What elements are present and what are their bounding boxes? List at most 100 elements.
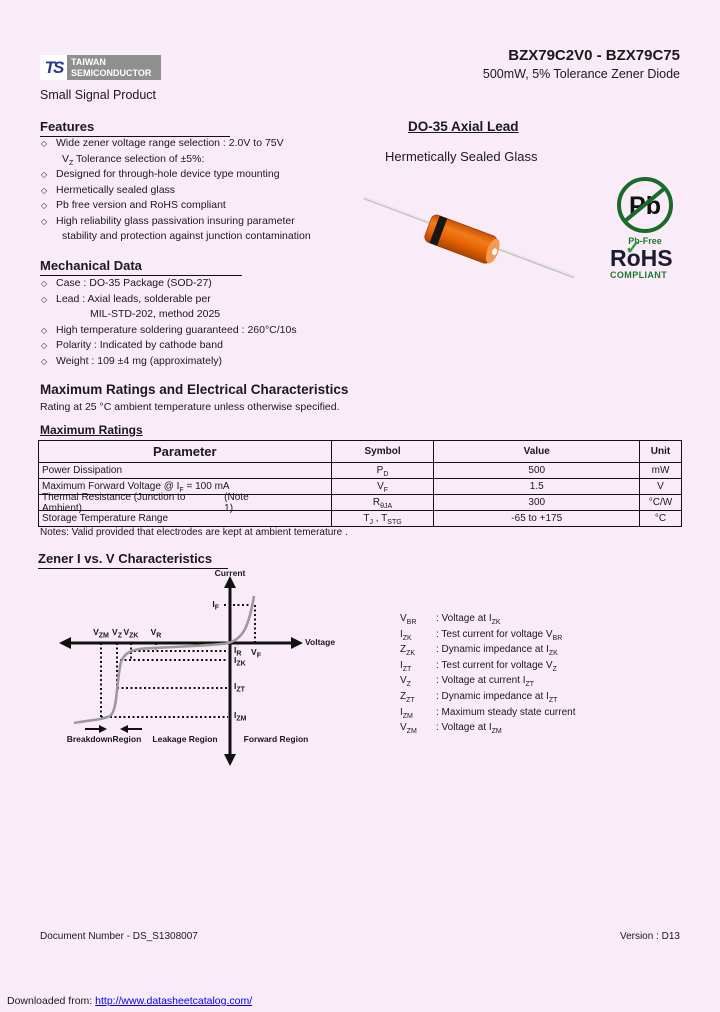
definition-description: : Test current for voltage VZ xyxy=(436,659,557,673)
definition-symbol: ZZK xyxy=(400,644,416,658)
bullet-text: Case : DO-35 Package (SOD-27) xyxy=(56,277,212,289)
product-family-label: Small Signal Product xyxy=(40,88,157,102)
bullet-line: ◇ High temperature soldering guaranteed :… xyxy=(40,323,297,339)
zener-iv-chart: Current Voltage IF VF VZM VZ VZK VR IR I… xyxy=(58,568,408,773)
bullet-text: MIL-STD-202, method 2025 xyxy=(90,308,221,320)
document-number: Document Number - DS_S1308007 xyxy=(40,931,198,942)
bullet-text: Wide zener voltage range selection : 2.0… xyxy=(56,137,284,149)
bullet-line: ◇ Pb free version and RoHS compliant xyxy=(40,198,311,214)
bullet-line: ◇ Polarity : Indicated by cathode band xyxy=(40,338,297,354)
arrow-left-icon xyxy=(59,637,71,649)
symbol-cell: VF xyxy=(330,478,435,495)
definition-description: : Test current for voltage VBR xyxy=(436,628,563,642)
bullet-line: ◇ Hermetically sealed glass xyxy=(40,183,311,199)
definition-symbol: IZM xyxy=(400,706,413,720)
ratings-table-row: Maximum Forward Voltage @ IF = 100 mA VF 1… xyxy=(38,478,682,495)
definition-row: ZZT: Dynamic impedance at IZT xyxy=(400,689,576,705)
arrow-right-small-icon xyxy=(99,725,107,733)
maximum-ratings-table: Parameter Symbol Value Unit Power Dissip… xyxy=(38,440,682,527)
diamond-bullet-icon: ◇ xyxy=(41,170,48,179)
value-cell: 500 xyxy=(433,462,641,479)
download-source-line: Downloaded from: http://www.datasheetcat… xyxy=(7,995,252,1007)
maximum-ratings-title: Maximum Ratings xyxy=(40,423,143,437)
bullet-text: stability and protection against junctio… xyxy=(62,230,311,242)
diode-illustration xyxy=(363,196,575,279)
definition-description: : Maximum steady state current xyxy=(436,706,576,718)
bullet-line: ◇ High reliability glass passivation insu… xyxy=(40,214,311,230)
logo-wordmark: TAIWAN SEMICONDUCTOR xyxy=(67,55,161,80)
forward-region-label: Forward Region xyxy=(243,734,309,744)
note-reference: (Note 1) xyxy=(224,491,249,514)
features-heading: Features xyxy=(40,119,230,137)
diamond-bullet-icon: ◇ xyxy=(41,139,48,148)
diamond-bullet-icon: ◇ xyxy=(41,356,48,366)
symbol-definitions: VBR: Voltage at IZK IZK: Test current for… xyxy=(400,611,576,736)
logo-line1: TAIWAN xyxy=(71,57,106,67)
value-cell: -65 to +175 xyxy=(433,510,641,527)
part-number-range: BZX79C2V0 - BZX79C75 xyxy=(508,47,680,64)
izt-label: IZT xyxy=(234,681,245,694)
ratings-table-row: Power Dissipation PD 500 mW xyxy=(38,462,682,479)
definition-description: : Dynamic impedance at IZT xyxy=(436,690,558,704)
x-axis-label: Voltage xyxy=(305,637,336,647)
bullet-text: VZ Tolerance selection of ±5%: xyxy=(62,152,205,167)
rohs-name: RoHS xyxy=(610,245,673,271)
check-icon: ✓ xyxy=(625,238,641,259)
vzk-label: VZK xyxy=(123,627,139,640)
definition-symbol: IZK xyxy=(400,628,412,642)
bullet-line: MIL-STD-202, method 2025 xyxy=(40,307,297,323)
arrow-down-icon xyxy=(224,754,236,766)
value-cell: 300 xyxy=(433,494,641,511)
cathode-band xyxy=(429,215,448,246)
ratings-table-row: Storage Temperature Range TJ , TSTG -65 to… xyxy=(38,510,682,527)
unit-cell: V xyxy=(639,478,682,495)
taiwan-semiconductor-logo: TS TAIWAN SEMICONDUCTOR xyxy=(40,55,161,80)
parameter-name: Storage Temperature Range xyxy=(42,513,169,524)
vz-label: VZ xyxy=(112,627,122,640)
col-header-symbol: Symbol xyxy=(330,440,435,463)
definition-row: IZM : Maximum steady state current xyxy=(400,705,576,721)
datasheetcatalog-link[interactable]: http://www.datasheetcatalog.com/ xyxy=(95,995,253,1007)
slash-icon xyxy=(623,186,667,223)
symbol-cell: PD xyxy=(330,462,435,479)
definition-symbol: VBR xyxy=(400,613,417,626)
dotted-guides xyxy=(100,604,256,718)
bullet-text: High reliability glass passivation insur… xyxy=(56,214,295,227)
features-list: ◇ Wide zener voltage range selection : 2.… xyxy=(40,136,311,245)
package-heading: DO-35 Axial Lead xyxy=(408,119,519,134)
izk-label: IZK xyxy=(234,655,246,668)
zener-curve xyxy=(73,595,256,725)
bullet-text: Lead : Axial leads, solderable per xyxy=(56,292,211,305)
definition-row: ZZK : Dynamic impedance at IZK xyxy=(400,642,576,658)
bullet-line: ◇ Wide zener voltage range selection : 2.… xyxy=(40,136,311,152)
rohs-logo: ✓ RoHS COMPLIANT xyxy=(610,238,680,280)
definition-row: VZ: Voltage at current IZT xyxy=(400,673,576,689)
diamond-bullet-icon: ◇ xyxy=(41,325,48,335)
ratings-condition-note: Rating at 25 °C ambient temperature unle… xyxy=(40,401,340,413)
definition-symbol: IZT xyxy=(400,659,412,673)
vf-label: VF xyxy=(251,647,261,660)
definition-description: : Dynamic impedance at IZK xyxy=(436,644,558,658)
parameter-name: Thermal Resistance (Junction to Ambient) xyxy=(42,491,186,514)
definition-description: : Voltage at current IZT xyxy=(436,675,535,689)
diamond-bullet-icon: ◇ xyxy=(41,279,48,288)
bullet-text: Designed for through-hole device type mo… xyxy=(56,168,280,180)
logo-line2: SEMICONDUCTOR xyxy=(71,68,152,78)
definition-description: : Voltage at IZM xyxy=(436,722,502,736)
diamond-bullet-icon: ◇ xyxy=(41,185,48,195)
unit-cell: °C/W xyxy=(639,494,682,511)
definition-row: IZK : Test current for voltage VBR xyxy=(400,627,576,643)
definition-row: IZT : Test current for voltage VZ xyxy=(400,658,576,674)
table-notes: Notes: Valid provided that electrodes ar… xyxy=(40,527,348,538)
version-label: Version : D13 xyxy=(619,931,680,942)
bullet-line: ◇ Designed for through-hole device type m… xyxy=(40,167,311,183)
diode-body xyxy=(424,214,500,264)
col-header-unit: Unit xyxy=(639,440,682,463)
part-description: 500mW, 5% Tolerance Zener Diode xyxy=(482,67,680,81)
ratings-table-row: Thermal Resistance (Junction to Ambient)… xyxy=(38,491,682,514)
leakage-region-label: Leakage Region xyxy=(152,734,218,744)
if-label: IF xyxy=(212,599,219,612)
bullet-text: Polarity : Indicated by cathode band xyxy=(56,339,223,351)
diamond-bullet-icon: ◇ xyxy=(41,201,48,210)
